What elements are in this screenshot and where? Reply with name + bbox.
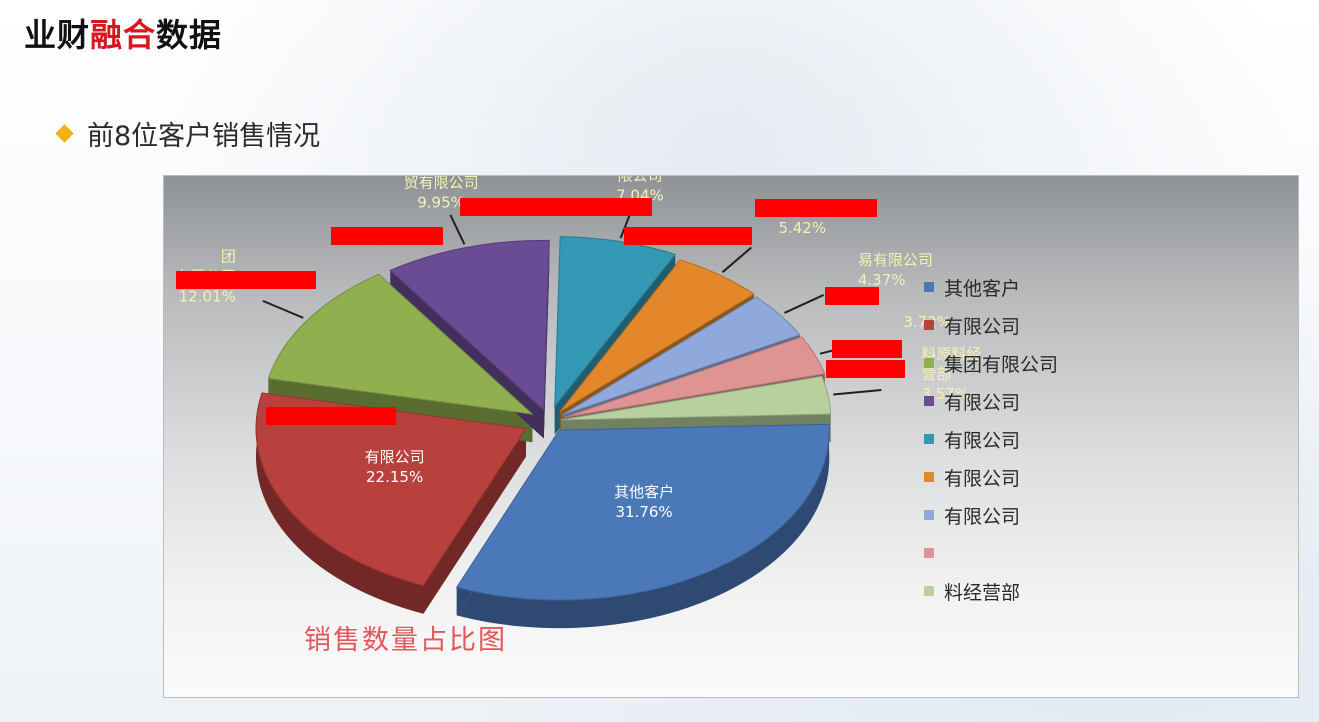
page-title-part2: 数据 (156, 16, 223, 54)
legend-swatch (924, 510, 934, 520)
legend-label: 其他客户 (944, 277, 1021, 300)
legend-swatch (924, 434, 934, 444)
legend-swatch (924, 320, 934, 330)
legend-item: 集团有限公司 (924, 344, 1058, 382)
pie-data-label: 易有限公司 4.37% (858, 251, 933, 289)
redaction-bar (832, 340, 902, 358)
legend-label: 有限公司 (944, 429, 1021, 452)
redaction-bar (460, 198, 652, 216)
page-title: 业财融合数据 (24, 10, 222, 56)
pie-chart-svg: 其他客户31.76%有限公司22.15%团有限公司12.01%商贸有限公司9.9… (176, 176, 981, 629)
legend-item: 有限公司 (924, 458, 1058, 496)
pie-slice (563, 336, 826, 418)
pie-slice (560, 375, 832, 421)
pie-slice (267, 273, 534, 415)
legend-swatch (924, 358, 934, 368)
redaction-bar (331, 227, 443, 245)
pie-slice (561, 296, 801, 416)
legend-item: 有限公司 (924, 382, 1058, 420)
legend-label: 集团有限公司 (944, 353, 1059, 376)
pie-slice (455, 423, 830, 601)
legend-label: 有限公司 (944, 505, 1021, 528)
legend-item: 有限公司 (924, 306, 1058, 344)
redaction-bar (624, 227, 752, 245)
pie-leader-line (721, 246, 752, 273)
redaction-bar (266, 407, 396, 425)
redaction-bar (176, 271, 316, 289)
pie-slice (554, 236, 677, 409)
pie-slice (389, 239, 550, 412)
bullet-diamond-icon (55, 123, 74, 143)
pie-leader-line (783, 294, 825, 314)
legend-swatch (924, 396, 934, 406)
legend-label: 有限公司 (944, 315, 1021, 338)
pie-chart: 其他客户31.76%有限公司22.15%团有限公司12.01%商贸有限公司9.9… (163, 175, 1299, 698)
pie-data-label: 商贸有限公司9.95% (404, 176, 479, 211)
legend-swatch (924, 472, 934, 482)
pie-slice-wall (423, 428, 526, 614)
legend-swatch (924, 586, 934, 596)
pie-leader-line (449, 214, 466, 245)
chart-title: 销售数量占比图 (304, 625, 507, 656)
chart-legend: 其他客户 有限公司 集团有限公司 有限公司 有限公司 有限公司 有限公司 料经营部 (924, 268, 1058, 610)
legend-item: 有限公司 (924, 420, 1058, 458)
bullet-text: 前8位客户销售情况 (87, 120, 321, 152)
legend-item (924, 534, 1058, 572)
redaction-bar (825, 287, 879, 305)
redaction-bar (755, 199, 877, 217)
pie-data-label: 有限公司 22.15% (365, 448, 425, 486)
legend-label: 有限公司 (944, 467, 1021, 490)
pie-data-label: 其他客户 31.76% (614, 483, 674, 521)
legend-label: 料经营部 (944, 581, 1021, 604)
pie-tops (255, 236, 832, 601)
page-title-part1: 业财 (24, 16, 91, 54)
page-title-highlight: 融合 (90, 16, 157, 54)
legend-swatch (924, 548, 934, 558)
legend-item: 料经营部 (924, 572, 1058, 610)
redaction-bar (826, 360, 905, 378)
legend-item: 有限公司 (924, 496, 1058, 534)
bullet-row: 前8位客户销售情况 (55, 113, 321, 153)
pie-slice (559, 259, 755, 413)
legend-label: 有限公司 (944, 391, 1021, 414)
legend-swatch (924, 282, 934, 292)
legend-item: 其他客户 (924, 268, 1058, 306)
pie-leader-line (833, 389, 882, 396)
pie-slice (255, 392, 527, 587)
pie-leader-line (262, 299, 304, 319)
